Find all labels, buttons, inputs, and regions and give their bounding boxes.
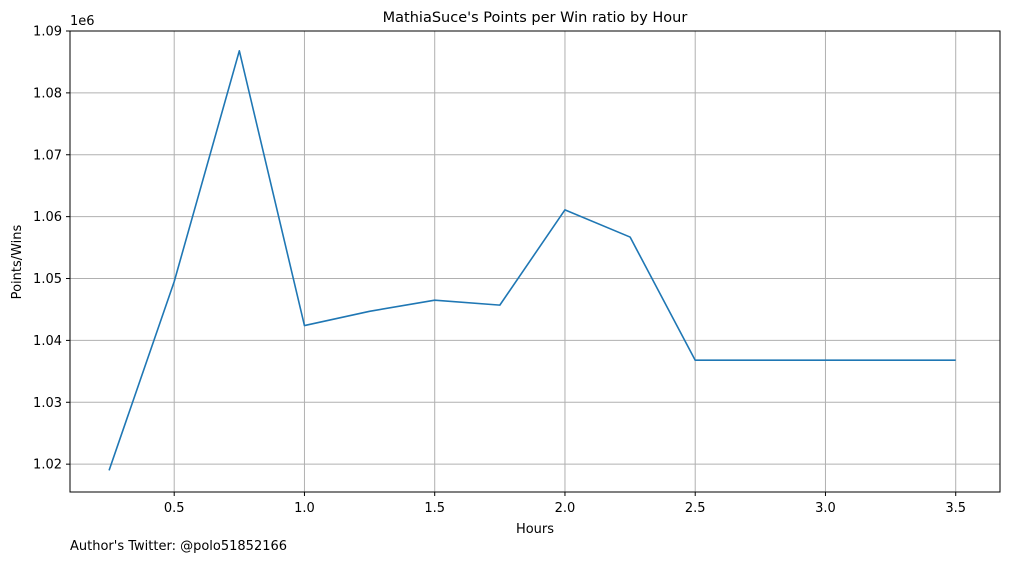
y-tick-label: 1.05 — [33, 272, 62, 287]
y-tick-label: 1.09 — [33, 25, 62, 40]
y-tick-label: 1.08 — [33, 86, 62, 101]
ticks: 0.5 1.0 1.5 2.0 2.5 3.0 3.5 1.02 1.03 1.04 1.05 1.0… — [33, 25, 966, 517]
y-tick-label: 1.07 — [33, 148, 62, 163]
x-tick-label: 2.5 — [685, 501, 706, 516]
y-tick-label: 1.06 — [33, 210, 62, 225]
y-tick-label: 1.02 — [33, 458, 62, 473]
x-tick-label: 3.5 — [945, 501, 966, 516]
x-tick-label: 1.5 — [424, 501, 445, 516]
chart-title: MathiaSuce's Points per Win ratio by Hou… — [383, 10, 688, 26]
plot-area — [108, 49, 956, 471]
y-tick-label: 1.04 — [33, 334, 62, 349]
x-tick-label: 1.0 — [294, 501, 315, 516]
y-axis-label: Points/Wins — [10, 224, 25, 299]
x-tick-label: 3.0 — [815, 501, 836, 516]
y-offset-label: 1e6 — [70, 14, 95, 29]
x-axis-label: Hours — [516, 522, 554, 537]
axes-frame — [69, 30, 1001, 493]
x-tick-label: 0.5 — [164, 501, 185, 516]
x-tick-label: 2.0 — [555, 501, 576, 516]
series-line — [108, 49, 956, 471]
grid — [70, 30, 1000, 492]
author-credit: Author's Twitter: @polo51852166 — [70, 539, 287, 554]
y-tick-label: 1.03 — [33, 396, 62, 411]
